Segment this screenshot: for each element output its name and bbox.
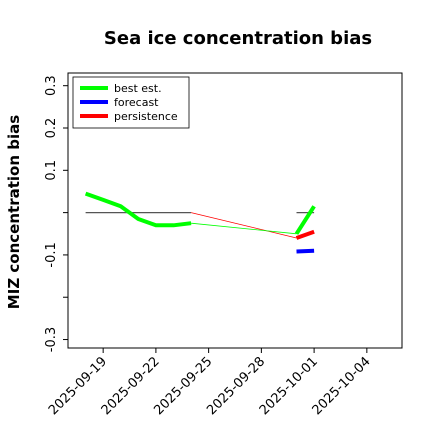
connector-line-0 [191,212,297,239]
y-tick-label: 0.3 [44,75,59,96]
legend-label: forecast [114,96,159,109]
legend-box [72,76,190,129]
y-tick-label: -0.3 [44,327,59,352]
y-tick-label: 0.2 [44,118,59,139]
series-line-persistence-3 [295,229,315,240]
y-axis-label: MIZ concentration bias [5,115,23,309]
y-tick-label: -0.1 [44,242,59,267]
series-line-forecast-2 [296,248,315,254]
plot-frame [67,72,403,349]
series-line-best-est-1 [294,205,316,235]
legend-label: best est. [114,82,162,95]
plot-area: -0.3-0.10.10.20.32025-09-192025-09-22202… [44,72,403,418]
chart-title: Sea ice concentration bias [104,28,372,49]
legend-label: persistence [114,110,178,123]
y-tick-label: 0.1 [44,160,59,181]
series-line-best-est-0 [84,191,192,228]
connector-line-1 [191,222,297,235]
